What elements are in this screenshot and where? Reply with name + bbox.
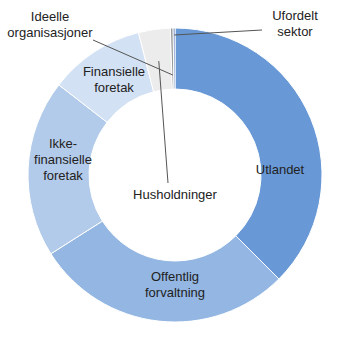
slice-label: Finansielleforetak [83, 64, 145, 95]
leader-lines [93, 30, 262, 183]
slice-label: Utlandet [256, 162, 305, 177]
labels: Utlandet Offentligforvaltning Ikke-finansi… [7, 8, 318, 300]
leader-line [174, 30, 262, 35]
leader-line [159, 61, 168, 183]
slice-label: Ideelleorganisasjoner [7, 9, 93, 40]
slice [138, 28, 172, 92]
slice-label: Offentligforvaltning [145, 269, 205, 300]
slice [51, 221, 279, 322]
chart: Utlandet Offentligforvaltning Ikke-finansi… [0, 0, 345, 341]
slice-label: Ufordeltsektor [272, 8, 318, 39]
slice-label: Ikke-finansielleforetak [34, 136, 92, 183]
slice [175, 28, 322, 279]
slice [173, 28, 175, 89]
slice-label: Husholdninger [133, 187, 218, 202]
slices [28, 28, 322, 322]
